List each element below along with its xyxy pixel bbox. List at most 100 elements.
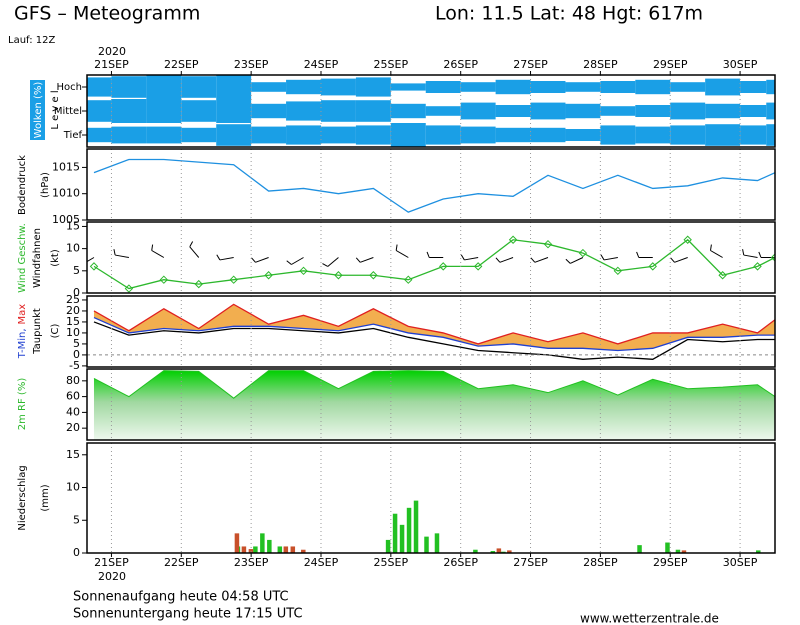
wind-barb-feather	[670, 257, 675, 263]
cloud-cell	[111, 99, 147, 123]
cloud-cell	[705, 103, 741, 119]
wind-barb-feather	[189, 241, 194, 248]
bar	[399, 524, 405, 553]
panel	[87, 370, 775, 440]
marker	[404, 275, 413, 284]
cloud-cell	[251, 82, 287, 92]
y-tick-label: 1010	[52, 187, 80, 200]
marker	[613, 266, 623, 276]
bar	[424, 536, 429, 553]
bar	[434, 533, 440, 553]
cloud-cell	[181, 76, 217, 98]
y-tick-label: 25	[66, 293, 80, 306]
marker	[683, 235, 692, 244]
location: Lon: 11.5 Lat: 48 Hgt: 617m	[435, 3, 703, 25]
cloud-cell	[565, 129, 601, 141]
x-tick-label: 24SEP	[304, 58, 339, 71]
panel-frame	[86, 148, 776, 221]
x-tick-label: 24SEP	[304, 556, 339, 569]
unit: (kt)	[50, 249, 61, 267]
wind-barb-feather	[636, 251, 640, 258]
cloud-cell	[425, 81, 461, 93]
cloud-cell	[87, 77, 112, 97]
bar	[665, 542, 670, 553]
cloud-cell	[766, 79, 775, 95]
x-tick-label: 25SEP	[374, 58, 409, 71]
wind-barb-feather	[151, 244, 154, 251]
y-tick-label: 15	[66, 219, 80, 232]
series-line	[93, 316, 775, 352]
cloud-cell	[216, 99, 252, 123]
marker	[334, 271, 343, 280]
bar	[413, 500, 419, 553]
area-fill	[87, 370, 775, 440]
panel-frame	[86, 442, 776, 554]
bar	[283, 546, 289, 553]
series-line	[93, 238, 775, 290]
cloud-cell	[87, 100, 112, 122]
y-tick-label: 0	[73, 286, 80, 299]
cloud-cell	[355, 77, 391, 97]
cloud-cell	[111, 126, 147, 144]
wind-barb	[464, 257, 479, 261]
wind-barb	[360, 257, 374, 263]
cloud-cell	[320, 126, 356, 144]
x-tick-label: 21SEP	[94, 556, 129, 569]
wind-barb	[534, 257, 549, 263]
panel	[234, 500, 761, 553]
y-tick-label: 10	[66, 326, 80, 339]
bar	[234, 533, 240, 553]
bar	[473, 549, 478, 553]
bar	[277, 546, 283, 553]
series-line	[93, 321, 775, 360]
series-line	[93, 158, 775, 213]
cloud-cell	[286, 125, 321, 145]
cloud-cell	[600, 106, 636, 116]
wind-barb-feather	[460, 254, 465, 261]
cloud-cell	[705, 124, 741, 146]
cloud-cell	[146, 99, 182, 123]
cloud-cell	[530, 81, 566, 93]
cloud-cell	[530, 127, 566, 143]
cloud-cell	[390, 83, 426, 91]
unit: (hPa)	[40, 172, 51, 198]
cloud-cell	[495, 105, 531, 117]
panel	[87, 235, 775, 293]
cloud-cell	[670, 125, 706, 145]
y-tick-label: 10	[66, 242, 80, 255]
cloud-cell	[87, 127, 112, 143]
bar	[301, 549, 306, 553]
y-tick-label: 80	[66, 374, 80, 387]
wind-barb	[395, 250, 409, 258]
sunrise: Sonnenaufgang heute 04:58 UTC	[73, 590, 289, 605]
cloud-cell	[600, 125, 636, 145]
wind-barb-feather	[251, 257, 256, 263]
cloud-cell	[390, 103, 426, 119]
y-tick-label: 20	[66, 304, 80, 317]
cloud-cell	[251, 126, 287, 144]
title: GFS – Meteogramm	[14, 3, 200, 25]
marker	[508, 235, 518, 244]
bar	[756, 550, 761, 553]
y-tick-label: 5	[73, 337, 80, 350]
marker	[473, 262, 483, 271]
wind-barb-feather	[355, 257, 361, 263]
x-tick-label: 28SEP	[583, 58, 618, 71]
marker	[194, 279, 203, 289]
wind-barb	[674, 257, 688, 263]
sunset: Sonnenuntergang heute 17:15 UTC	[73, 607, 303, 622]
series-line	[93, 303, 775, 345]
bar	[496, 548, 502, 553]
cloud-cell	[740, 105, 767, 117]
y-tick-label: -5	[69, 359, 80, 372]
cloud-cell	[670, 82, 706, 92]
x-tick-label: 27SEP	[513, 58, 548, 71]
cloud-cell	[286, 79, 321, 95]
bar	[681, 550, 687, 553]
x-tick-label: 22SEP	[164, 58, 199, 71]
wind-barb-feather	[709, 244, 712, 251]
x-tick-label: 29SEP	[653, 58, 688, 71]
cloud-cell	[705, 78, 741, 96]
wind-barb-feather	[395, 244, 398, 251]
bar	[253, 546, 258, 553]
